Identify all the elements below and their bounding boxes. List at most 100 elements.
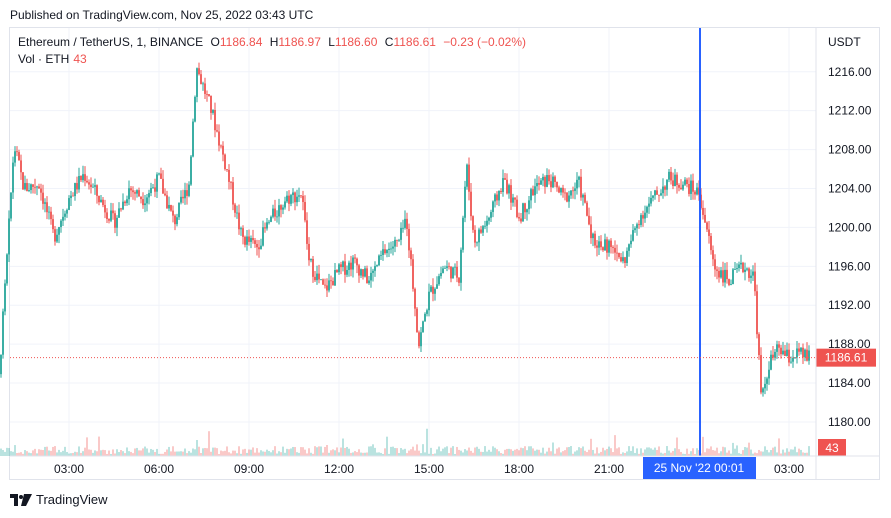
candle-body <box>722 270 724 283</box>
volume-bar <box>542 447 544 456</box>
candle-body <box>674 174 676 187</box>
volume-bar <box>672 450 674 456</box>
volume-bar <box>62 450 64 456</box>
candle-body <box>240 228 242 230</box>
volume-bar <box>218 453 220 456</box>
candle-body <box>650 197 652 204</box>
candle-body <box>784 350 786 356</box>
volume-bar <box>582 446 584 456</box>
y-tick-label: 1208.00 <box>828 143 872 157</box>
volume-bar <box>78 446 80 456</box>
volume-bar <box>712 450 714 456</box>
volume-bar <box>606 448 608 456</box>
volume-bar <box>714 450 716 456</box>
volume-bar <box>498 451 500 456</box>
volume-bar <box>558 447 560 456</box>
candle-body <box>648 203 650 207</box>
volume-bar <box>710 446 712 456</box>
candle-body <box>184 190 186 199</box>
candle-body <box>708 229 710 236</box>
volume-bar <box>262 451 264 456</box>
volume-bar <box>240 453 242 456</box>
candle-body <box>634 228 636 231</box>
volume-bar <box>174 451 176 456</box>
volume-bar <box>634 452 636 456</box>
low-value: 1186.60 <box>334 35 378 49</box>
candle-body <box>78 175 80 190</box>
candle-body <box>50 211 52 220</box>
x-tick-label: 06:00 <box>144 462 174 476</box>
volume-bar <box>782 449 784 456</box>
x-tick-label: 03:00 <box>774 462 804 476</box>
candle-body <box>688 184 690 194</box>
volume-bar <box>492 446 494 456</box>
volume-bar <box>342 438 344 456</box>
volume-bar <box>186 453 188 456</box>
candle-body <box>18 152 20 161</box>
candle-body <box>592 233 594 239</box>
candle-body <box>746 268 748 270</box>
candle-body <box>200 74 202 84</box>
volume-bar <box>428 453 430 456</box>
candle-body <box>204 83 206 94</box>
volume-bars <box>0 428 810 456</box>
volume-bar <box>166 449 168 456</box>
volume-bar <box>338 452 340 456</box>
candle-body <box>788 349 790 363</box>
volume-bar <box>84 447 86 456</box>
footer-brand[interactable]: TradingView <box>10 492 108 507</box>
volume-bar <box>744 447 746 456</box>
candle-body <box>262 227 264 246</box>
grid-lines <box>10 28 816 456</box>
volume-bar <box>586 452 588 456</box>
volume-bar <box>284 452 286 456</box>
candle-body <box>288 195 290 204</box>
candle-body <box>484 225 486 227</box>
volume-bar <box>232 450 234 456</box>
volume-bar <box>792 449 794 456</box>
candle-body <box>158 173 160 175</box>
volume-bar <box>332 449 334 456</box>
symbol-label: Ethereum / TetherUS, 1, BINANCE <box>18 35 204 49</box>
candle-body <box>574 188 576 191</box>
volume-bar <box>272 450 274 456</box>
candle-body <box>28 190 30 191</box>
candle-body <box>58 227 60 235</box>
candle-body <box>640 215 642 225</box>
candle-body <box>728 279 730 285</box>
candle-body <box>348 262 350 270</box>
candle-body <box>726 269 728 280</box>
candle-body <box>282 207 284 210</box>
candle-body <box>656 190 658 195</box>
candle-body <box>790 361 792 363</box>
volume-bar <box>784 452 786 456</box>
candle-body <box>16 151 18 153</box>
candle-body <box>668 171 670 180</box>
candle-body <box>410 250 412 260</box>
volume-bar <box>762 451 764 456</box>
candle-body <box>398 239 400 241</box>
volume-bar <box>30 453 32 456</box>
candle-body <box>584 194 586 203</box>
volume-bar <box>320 446 322 456</box>
candle-body <box>176 217 178 225</box>
volume-bar <box>414 450 416 456</box>
volume-bar <box>760 451 762 456</box>
volume-bar <box>116 449 118 456</box>
candle-body <box>432 286 434 294</box>
volume-bar <box>484 446 486 456</box>
candle-body <box>210 95 212 113</box>
volume-bar <box>670 452 672 456</box>
candle-body <box>658 194 660 196</box>
volume-bar <box>300 447 302 456</box>
candle-body <box>600 241 602 248</box>
volume-bar <box>226 446 228 456</box>
candle-body <box>456 266 458 278</box>
volume-bar <box>416 444 418 456</box>
volume-bar <box>588 449 590 456</box>
candle-body <box>4 283 6 312</box>
candle-body <box>260 245 262 250</box>
volume-bar <box>534 450 536 456</box>
volume-bar <box>752 453 754 456</box>
